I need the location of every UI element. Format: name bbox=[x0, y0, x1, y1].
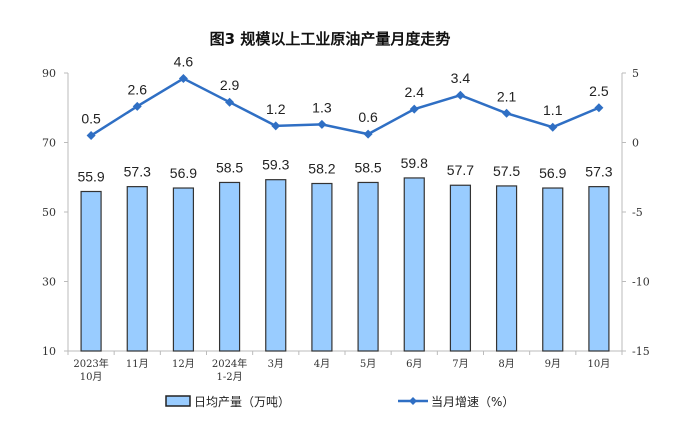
right-tick-label: -10 bbox=[632, 276, 650, 289]
line-point bbox=[548, 122, 558, 132]
line-value-label: 1.2 bbox=[266, 101, 286, 117]
bar bbox=[126, 186, 148, 352]
category-label: 1-2月 bbox=[217, 371, 243, 383]
legend-bar-swatch bbox=[165, 395, 191, 407]
left-tick-label: 50 bbox=[42, 206, 56, 219]
line-point bbox=[502, 108, 512, 118]
bar-value-label: 57.5 bbox=[493, 163, 520, 179]
bar-value-label: 57.7 bbox=[447, 162, 474, 178]
category-label: 10月 bbox=[588, 358, 611, 370]
category-label: 5月 bbox=[360, 358, 376, 370]
category-label: 12月 bbox=[172, 358, 195, 370]
line-point bbox=[178, 74, 188, 84]
bar bbox=[172, 187, 195, 352]
line-value-label: 2.5 bbox=[589, 83, 609, 99]
right-tick-label: 5 bbox=[632, 67, 639, 80]
bar bbox=[311, 182, 333, 352]
line-value-label: 2.6 bbox=[128, 81, 148, 97]
bar-value-label: 55.9 bbox=[77, 168, 104, 184]
category-label: 7月 bbox=[452, 358, 468, 370]
bar bbox=[265, 179, 287, 352]
bar-value-label: 58.5 bbox=[354, 159, 381, 175]
line-value-label: 4.6 bbox=[174, 54, 194, 70]
line-value-label: 2.9 bbox=[220, 77, 240, 93]
right-tick-label: -15 bbox=[632, 345, 650, 358]
legend-bar-label: 日均产量（万吨） bbox=[194, 395, 290, 409]
bar-value-label: 58.2 bbox=[308, 161, 335, 177]
bar bbox=[495, 185, 518, 352]
left-tick-label: 90 bbox=[42, 67, 56, 80]
left-tick-label: 30 bbox=[42, 276, 56, 289]
line-value-label: 1.3 bbox=[312, 99, 332, 115]
category-label: 2023年 bbox=[73, 357, 108, 370]
category-label: 2024年 bbox=[212, 357, 247, 370]
line-point bbox=[409, 104, 419, 114]
line-point bbox=[594, 103, 604, 113]
bar bbox=[80, 190, 102, 352]
bar-value-label: 57.3 bbox=[124, 164, 151, 180]
legend-line-label: 当月增速（%） bbox=[431, 395, 514, 409]
bar bbox=[542, 187, 564, 352]
right-tick-label: 0 bbox=[632, 137, 639, 150]
bar-value-label: 59.8 bbox=[401, 155, 428, 171]
line-value-label: 1.1 bbox=[543, 102, 563, 118]
line-point bbox=[455, 90, 465, 100]
legend-line-marker bbox=[409, 397, 417, 405]
line-value-label: 2.1 bbox=[497, 88, 517, 104]
line-point bbox=[363, 129, 373, 139]
category-label: 6月 bbox=[406, 358, 422, 370]
bar bbox=[449, 184, 472, 352]
line-value-label: 0.5 bbox=[81, 111, 101, 127]
category-label: 11月 bbox=[126, 358, 149, 370]
line-point bbox=[317, 119, 327, 129]
growth-line bbox=[90, 77, 600, 137]
category-label: 8月 bbox=[498, 358, 514, 370]
line-value-label: 3.4 bbox=[451, 70, 471, 86]
line-point bbox=[86, 131, 96, 141]
line-point bbox=[271, 121, 281, 131]
chart-title: 图3 规模以上工业原油产量月度走势 bbox=[210, 30, 451, 48]
category-label: 10月 bbox=[80, 371, 103, 383]
category-label: 3月 bbox=[268, 358, 284, 370]
right-tick-label: -5 bbox=[632, 206, 643, 219]
category-label: 9月 bbox=[545, 358, 561, 370]
line-point bbox=[132, 101, 142, 111]
bar-value-label: 59.3 bbox=[262, 157, 289, 173]
bar bbox=[588, 186, 610, 352]
bar bbox=[357, 181, 379, 352]
line-value-label: 2.4 bbox=[405, 84, 425, 100]
bar bbox=[218, 181, 241, 352]
category-label: 4月 bbox=[314, 358, 330, 370]
bar-value-label: 57.3 bbox=[585, 164, 612, 180]
line-value-label: 0.6 bbox=[358, 109, 378, 125]
left-tick-label: 70 bbox=[42, 137, 56, 150]
bar bbox=[403, 177, 425, 352]
bar-value-label: 56.9 bbox=[539, 165, 566, 181]
line-point bbox=[225, 97, 235, 107]
bar-value-label: 58.5 bbox=[216, 159, 243, 175]
left-tick-label: 10 bbox=[42, 345, 56, 358]
bar-value-label: 56.9 bbox=[170, 165, 197, 181]
